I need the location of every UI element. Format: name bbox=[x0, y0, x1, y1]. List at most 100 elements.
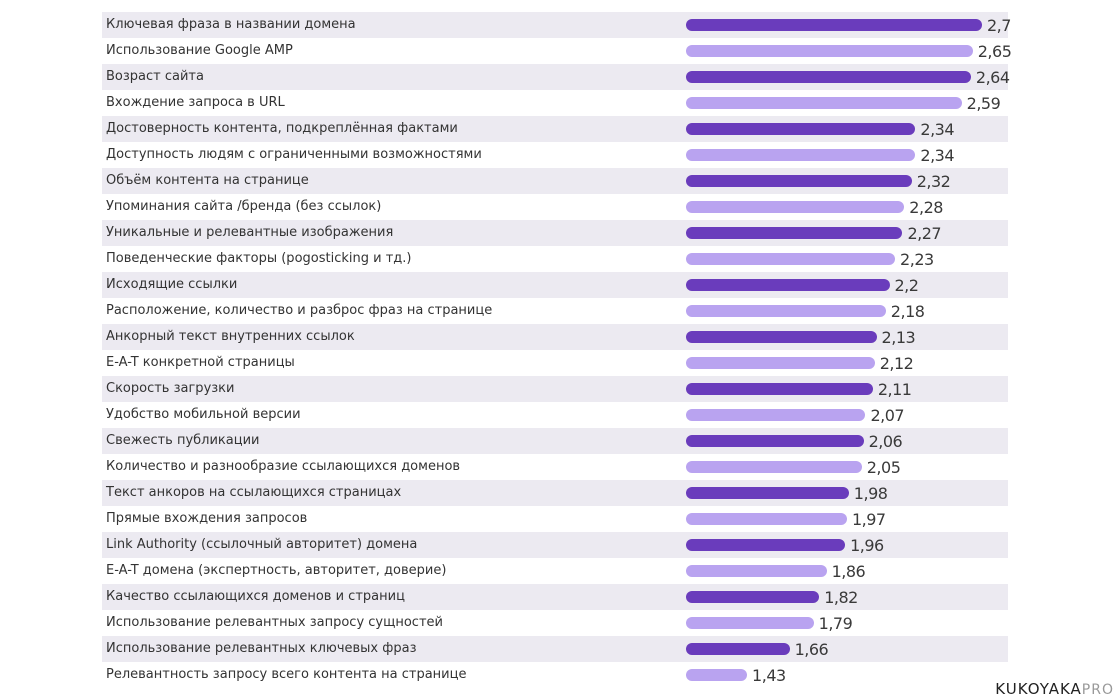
bar bbox=[686, 513, 847, 525]
value-label: 2,07 bbox=[870, 406, 905, 425]
category-label: Текст анкоров на ссылающихся страницах bbox=[106, 485, 402, 500]
bar bbox=[686, 253, 896, 265]
chart-row: Количество и разнообразие ссылающихся до… bbox=[102, 454, 1008, 480]
value-label: 1,97 bbox=[851, 510, 886, 529]
value-label: 1,43 bbox=[752, 666, 786, 685]
chart-row: Использование Google AMP 2,65 bbox=[102, 38, 1012, 64]
category-label: Поведенческие факторы (pogosticking и тд… bbox=[106, 251, 412, 266]
value-label: 2,34 bbox=[920, 146, 955, 165]
value-label: 2,65 bbox=[977, 42, 1012, 61]
value-label: 2,18 bbox=[890, 302, 925, 321]
value-label: 1,98 bbox=[853, 484, 888, 503]
chart-row: Анкорный текст внутренних ссылок 2,13 bbox=[102, 324, 1008, 350]
chart-row: Уникальные и релевантные изображения 2,27 bbox=[102, 220, 1008, 246]
bar bbox=[686, 305, 886, 317]
category-label: Использование релевантных ключевых фраз bbox=[106, 641, 417, 656]
bar bbox=[686, 357, 875, 369]
value-label: 2,12 bbox=[879, 354, 914, 373]
category-label: Использование Google AMP bbox=[106, 43, 293, 58]
category-label: Скорость загрузки bbox=[106, 381, 235, 396]
value-label: 1,82 bbox=[824, 588, 858, 607]
category-label: E-A-T конкретной страницы bbox=[106, 355, 295, 370]
value-label: 2,27 bbox=[907, 224, 942, 243]
bar bbox=[686, 45, 973, 57]
chart-row: Ключевая фраза в названии домена 2,7 bbox=[102, 12, 1011, 38]
chart-row: Использование релевантных ключевых фраз 1… bbox=[102, 636, 1008, 662]
value-label: 2,64 bbox=[975, 68, 1010, 87]
category-label: E-A-T домена (экспертность, авторитет, д… bbox=[106, 563, 447, 578]
category-label: Прямые вхождения запросов bbox=[106, 511, 308, 526]
bar bbox=[686, 565, 827, 577]
value-label: 2,7 bbox=[987, 16, 1011, 35]
category-label: Возраст сайта bbox=[106, 69, 204, 84]
bar bbox=[686, 227, 903, 239]
chart-row: Исходящие ссылки 2,2 bbox=[102, 272, 1008, 298]
category-label: Релевантность запросу всего контента на … bbox=[106, 667, 467, 682]
category-label: Свежесть публикации bbox=[106, 433, 260, 448]
bar bbox=[686, 435, 864, 447]
chart-row: Достоверность контента, подкреплённая фа… bbox=[102, 116, 1008, 142]
chart-row: Объём контента на странице 2,32 bbox=[102, 168, 1008, 194]
bar bbox=[686, 331, 877, 343]
bar-chart: Ключевая фраза в названии домена 2,7 Испол… bbox=[102, 12, 1012, 688]
bar bbox=[686, 591, 820, 603]
bar bbox=[686, 461, 862, 473]
bar bbox=[686, 383, 873, 395]
value-label: 1,96 bbox=[850, 536, 884, 555]
chart-row: Использование релевантных запросу сущнос… bbox=[102, 610, 1008, 636]
value-label: 2,34 bbox=[920, 120, 955, 139]
chart-row: Скорость загрузки 2,11 bbox=[102, 376, 1008, 402]
category-label: Вхождение запроса в URL bbox=[106, 95, 285, 110]
chart-row: Качество ссылающихся доменов и страниц 1,… bbox=[102, 584, 1008, 610]
chart-row: Релевантность запросу всего контента на … bbox=[102, 662, 1008, 688]
chart-row: Текст анкоров на ссылающихся страницах 1,… bbox=[102, 480, 1008, 506]
category-label: Link Authority (ссылочный авторитет) дом… bbox=[106, 537, 418, 552]
chart-row: E-A-T домена (экспертность, авторитет, д… bbox=[102, 558, 1008, 584]
category-label: Качество ссылающихся доменов и страниц bbox=[106, 589, 405, 604]
brand-suffix: PRO bbox=[1081, 682, 1114, 698]
category-label: Доступность людям с ограниченными возмож… bbox=[106, 147, 482, 162]
value-label: 2,05 bbox=[866, 458, 901, 477]
category-label: Упоминания сайта /бренда (без ссылок) bbox=[106, 199, 382, 214]
category-label: Объём контента на странице bbox=[106, 173, 309, 188]
bar bbox=[686, 71, 971, 83]
bar bbox=[686, 669, 748, 681]
value-label: 2,2 bbox=[894, 276, 919, 295]
category-label: Анкорный текст внутренних ссылок bbox=[106, 329, 355, 344]
chart-row: E-A-T конкретной страницы 2,12 bbox=[102, 350, 1008, 376]
chart-row: Прямые вхождения запросов 1,97 bbox=[102, 506, 1008, 532]
bar bbox=[686, 487, 849, 499]
bar bbox=[686, 149, 916, 161]
chart-row: Доступность людям с ограниченными возмож… bbox=[102, 142, 1008, 168]
value-label: 2,32 bbox=[916, 172, 951, 191]
value-label: 2,28 bbox=[909, 198, 943, 217]
value-label: 2,11 bbox=[877, 380, 912, 399]
value-label: 2,06 bbox=[868, 432, 903, 451]
category-label: Уникальные и релевантные изображения bbox=[106, 225, 394, 240]
chart-row: Расположение, количество и разброс фраз … bbox=[102, 298, 1008, 324]
category-label: Ключевая фраза в названии домена bbox=[106, 17, 356, 32]
category-label: Расположение, количество и разброс фраз … bbox=[106, 303, 493, 318]
chart-row: Удобство мобильной версии 2,07 bbox=[102, 402, 1008, 428]
bar bbox=[686, 19, 982, 31]
chart-row: Вхождение запроса в URL 2,59 bbox=[102, 90, 1008, 116]
category-label: Использование релевантных запросу сущнос… bbox=[106, 615, 443, 630]
value-label: 2,59 bbox=[966, 94, 1001, 113]
chart-row: Поведенческие факторы (pogosticking и тд… bbox=[102, 246, 1008, 272]
chart-row: Свежесть публикации 2,06 bbox=[102, 428, 1008, 454]
value-label: 1,79 bbox=[818, 614, 853, 633]
chart-row: Link Authority (ссылочный авторитет) дом… bbox=[102, 532, 1008, 558]
bar bbox=[686, 97, 962, 109]
category-label: Достоверность контента, подкреплённая фа… bbox=[106, 121, 458, 136]
chart-row: Возраст сайта 2,64 bbox=[102, 64, 1010, 90]
bar bbox=[686, 201, 905, 213]
bar bbox=[686, 617, 814, 629]
bar bbox=[686, 409, 866, 421]
value-label: 2,23 bbox=[900, 250, 934, 269]
brand-logo: KUKOYAKAPRO bbox=[995, 680, 1114, 698]
value-label: 1,86 bbox=[831, 562, 866, 581]
value-label: 1,66 bbox=[794, 640, 829, 659]
category-label: Удобство мобильной версии bbox=[106, 407, 301, 422]
value-label: 2,13 bbox=[881, 328, 916, 347]
bar bbox=[686, 643, 790, 655]
